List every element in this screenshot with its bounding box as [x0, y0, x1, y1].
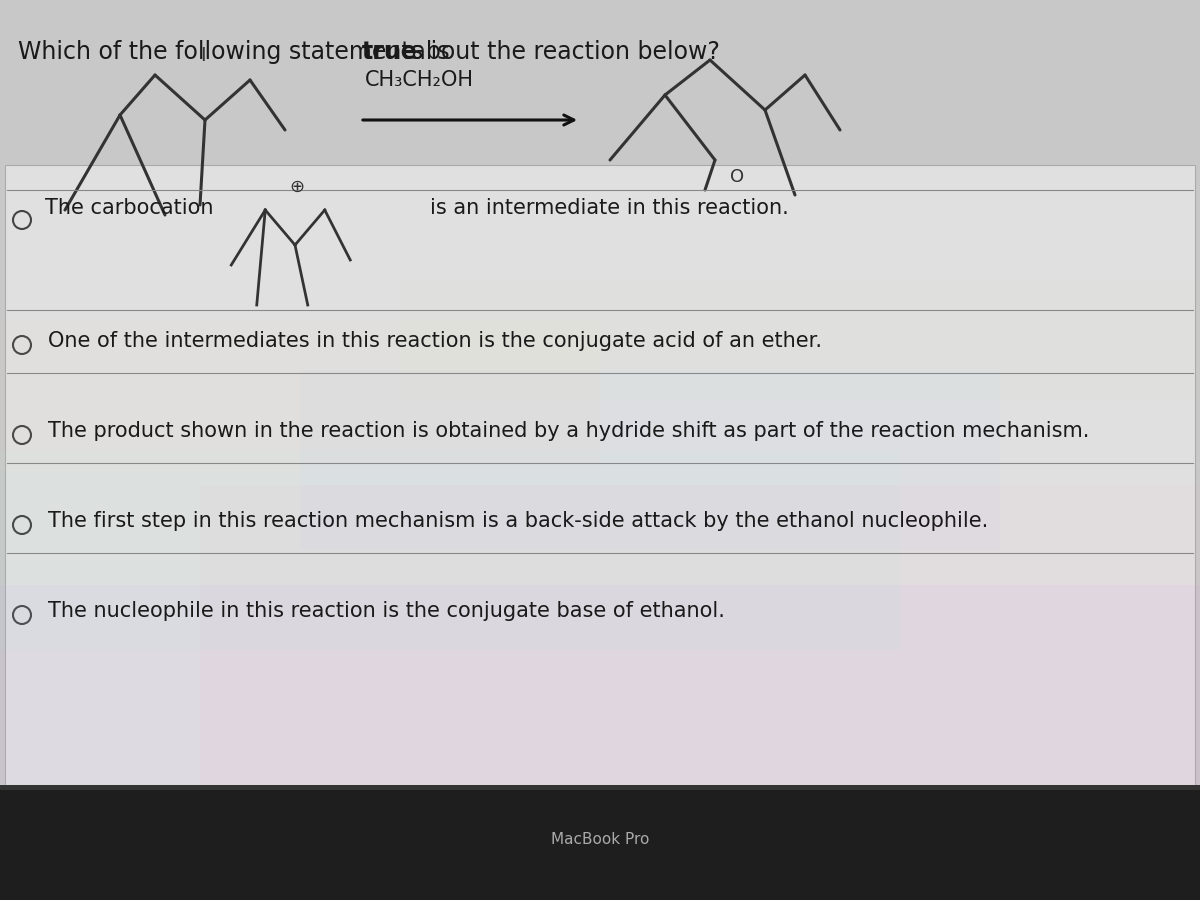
Text: is an intermediate in this reaction.: is an intermediate in this reaction.	[430, 198, 788, 218]
Bar	[0, 450, 900, 650]
Text: The nucleophile in this reaction is the conjugate base of ethanol.: The nucleophile in this reaction is the …	[48, 601, 725, 621]
Bar	[300, 370, 1000, 550]
Text: MacBook Pro: MacBook Pro	[551, 832, 649, 848]
Text: CH₃CH₂OH: CH₃CH₂OH	[365, 70, 474, 90]
Bar	[200, 485, 1200, 785]
Text: true: true	[362, 40, 418, 64]
Bar	[0, 320, 600, 470]
Text: The carbocation: The carbocation	[46, 198, 214, 218]
Text: I: I	[200, 46, 206, 65]
Text: O: O	[730, 168, 744, 186]
Text: The product shown in the reaction is obtained by a hydride shift as part of the : The product shown in the reaction is obt…	[48, 421, 1090, 441]
Text: Which of the following statements is: Which of the following statements is	[18, 40, 457, 64]
Bar	[0, 585, 1200, 785]
Bar	[0, 785, 1200, 790]
Text: One of the intermediates in this reaction is the conjugate acid of an ether.: One of the intermediates in this reactio…	[48, 331, 822, 351]
Text: The first step in this reaction mechanism is a back-side attack by the ethanol n: The first step in this reaction mechanis…	[48, 511, 989, 531]
Text: about the reaction below?: about the reaction below?	[404, 40, 720, 64]
FancyBboxPatch shape	[5, 165, 1195, 785]
Bar	[0, 785, 1200, 900]
Text: ⊕: ⊕	[289, 178, 305, 196]
Bar	[400, 280, 1200, 400]
